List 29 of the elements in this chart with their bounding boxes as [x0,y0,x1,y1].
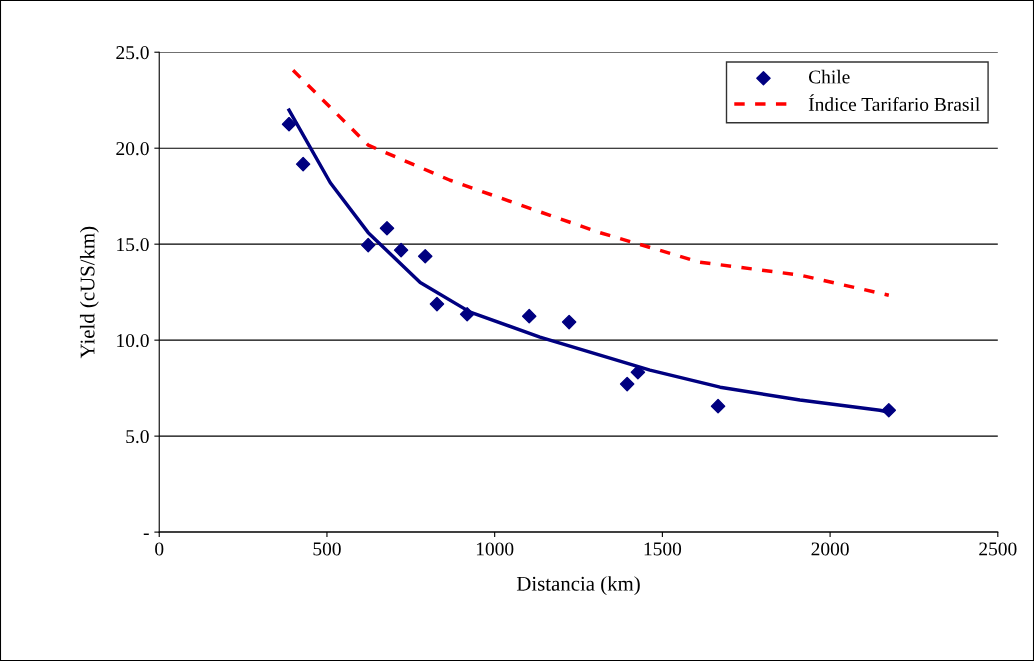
point [710,398,726,414]
y-tick-label: 25.0 [116,46,149,60]
point [429,296,445,312]
x-axis-title: Distancia (km) [516,576,640,596]
point [459,306,475,322]
point [281,116,297,132]
y-tick-label: 10.0 [117,333,149,348]
y-tick-label: - [143,533,149,535]
point [881,402,897,418]
point [521,308,537,324]
x-tick-label: 2500 [979,542,1017,556]
legend-label: Chile [808,69,850,84]
y-tick-label: 20.0 [116,142,149,156]
point [417,248,433,264]
x-tick-label: 1000 [476,542,514,556]
x-tick-label: 500 [313,542,341,556]
point [379,220,395,236]
point [360,237,376,253]
x-tick-label: 0 [155,542,164,556]
point [561,314,577,330]
point [619,376,635,392]
y-tick-label: 5.0 [126,429,149,444]
x-tick-label: 1500 [644,542,682,556]
y-axis-title: Yield (cUS/km) [79,226,99,359]
legend-label: Índice Tarifario Brasil [808,94,980,111]
point [393,242,409,258]
y-tick-label: 15.0 [117,237,149,252]
x-tick-label: 2000 [811,542,849,556]
point [295,156,311,172]
